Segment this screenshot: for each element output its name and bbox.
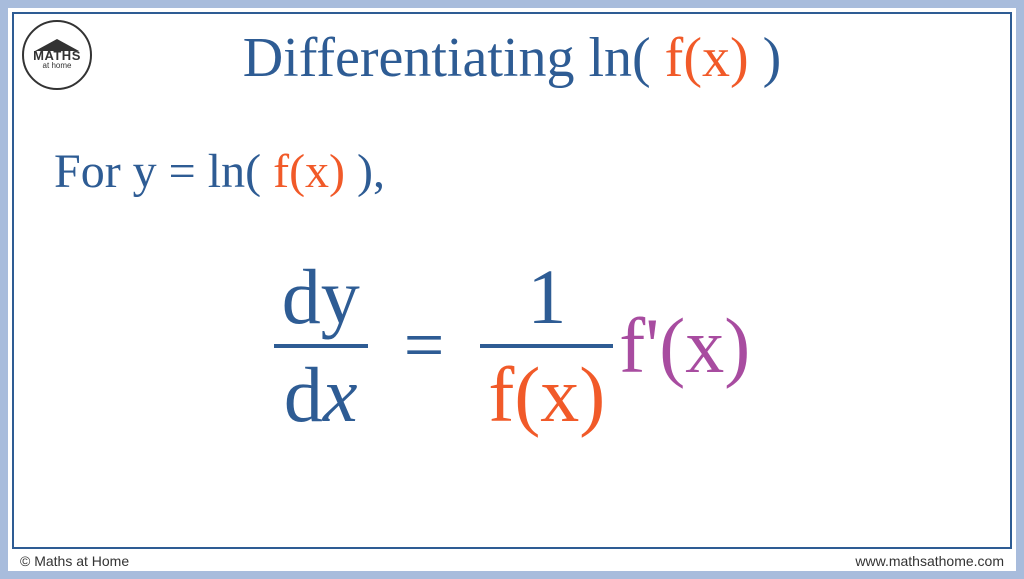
rhs-group: 1 f(x) f'(x) (480, 254, 750, 438)
rhs-denominator: f(x) (480, 348, 613, 438)
rhs-numerator: 1 (519, 254, 574, 344)
lhs-numerator: dy (274, 254, 368, 344)
subtitle-prefix: For y = ln( (54, 145, 273, 198)
lhs-denominator: dx (276, 348, 366, 438)
title-prefix: Differentiating ln( (243, 27, 665, 89)
website-text: www.mathsathome.com (855, 553, 1004, 569)
lhs-den-d: d (284, 351, 323, 438)
subtitle-suffix: ), (345, 145, 385, 198)
copyright-text: © Maths at Home (20, 553, 129, 569)
subtitle: For y = ln( f(x) ), (54, 144, 385, 199)
rhs-derivative: f'(x) (619, 301, 750, 391)
title-accent: f(x) (665, 27, 749, 89)
equation: dy dx = 1 f(x) f'(x) (14, 254, 1010, 438)
rhs-fraction: 1 f(x) (480, 254, 613, 438)
lhs-den-x: x (323, 351, 358, 438)
subtitle-accent: f(x) (273, 145, 345, 198)
page-title: Differentiating ln( f(x) ) (14, 26, 1010, 90)
inner-frame: MATHS at home Differentiating ln( f(x) )… (12, 12, 1012, 549)
equals-sign: = (404, 304, 445, 387)
outer-frame: MATHS at home Differentiating ln( f(x) )… (0, 0, 1024, 579)
lhs-fraction: dy dx (274, 254, 368, 438)
title-suffix: ) (749, 27, 782, 89)
